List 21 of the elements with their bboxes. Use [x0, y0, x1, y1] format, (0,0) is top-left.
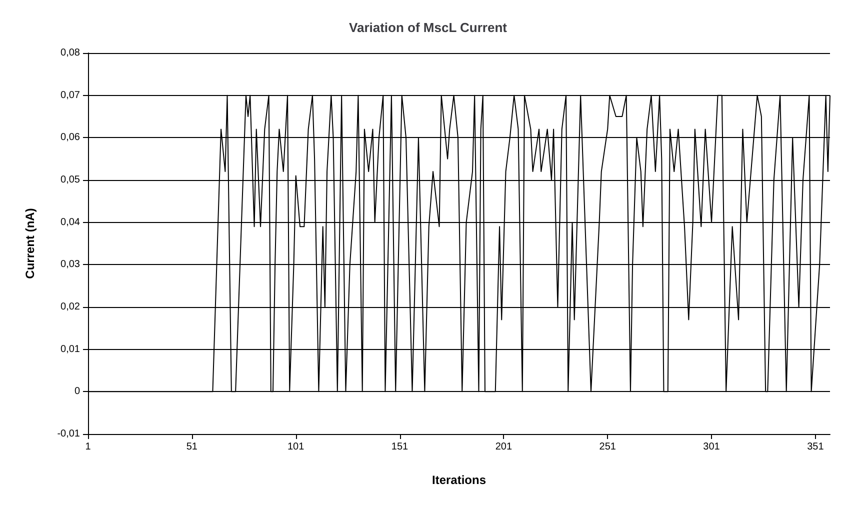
x-tick-label: 201: [495, 442, 512, 452]
x-tick-label: 301: [703, 442, 720, 452]
y-tick-label: 0,02: [60, 302, 80, 312]
x-tick-label: 351: [807, 442, 824, 452]
y-tick-label: 0,08: [60, 48, 80, 58]
x-tick-label: 1: [85, 442, 92, 452]
y-tick-label: 0,03: [60, 259, 80, 270]
y-tick-label: 0,06: [60, 132, 80, 144]
y-tick-label: 0,04: [60, 216, 80, 228]
y-tick-label: 0,05: [60, 174, 80, 186]
chart-title: Variation of MscL Current: [349, 20, 508, 35]
x-tick-label: 51: [186, 442, 198, 452]
x-tick-label: 251: [599, 442, 616, 452]
y-tick-label: -0,01: [57, 428, 80, 440]
x-tick-label: 101: [288, 442, 305, 452]
x-axis-title: Iterations: [432, 473, 486, 487]
y-tick-label: 0: [74, 386, 80, 398]
x-tick-label: 151: [391, 442, 409, 452]
y-tick-label: 0,07: [60, 90, 80, 101]
y-axis-title: Current (nA): [23, 208, 37, 279]
y-tick-label: 0,01: [60, 344, 80, 355]
